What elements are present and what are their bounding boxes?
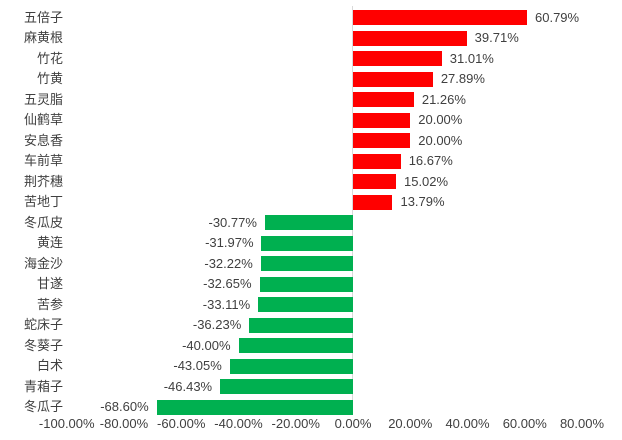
bar-negative [261, 235, 353, 251]
category-label: 冬瓜皮 [23, 214, 63, 230]
x-axis-tick-label: -100.00% [38, 416, 95, 431]
value-label: -46.43% [163, 378, 213, 394]
value-label: -36.23% [192, 317, 242, 332]
value-label: 31.01% [449, 50, 494, 66]
value-label: -30.77% [208, 214, 257, 230]
x-axis-tick-label: 80.00% [559, 416, 605, 431]
bar-negative [259, 276, 353, 292]
value-label: 15.02% [403, 173, 449, 189]
category-label: 黄连 [36, 235, 63, 250]
x-axis-tick-label: -60.00% [157, 416, 206, 431]
category-label: 麻黄根 [23, 30, 63, 45]
bar-negative [249, 317, 353, 333]
category-label: 冬葵子 [23, 337, 63, 353]
category-label: 仙鹤草 [23, 112, 63, 127]
bar-positive [353, 153, 401, 169]
category-label: 竹花 [36, 50, 63, 66]
category-label: 白术 [36, 358, 63, 373]
category-label: 蛇床子 [23, 317, 63, 332]
value-label: -43.05% [173, 358, 222, 373]
bar-negative [264, 215, 353, 230]
x-axis-tick-label: -20.00% [271, 416, 320, 431]
x-axis-tick-label: -40.00% [214, 416, 263, 431]
category-label: 冬瓜子 [23, 399, 63, 414]
category-label: 海金沙 [23, 255, 63, 271]
bar-negative [260, 256, 353, 271]
zero-axis-line [352, 6, 353, 414]
category-label: 竹黄 [36, 71, 63, 86]
value-label: 20.00% [418, 112, 463, 127]
value-label: -31.97% [205, 235, 254, 250]
x-axis-tick-label: 60.00% [502, 416, 547, 431]
value-label: 60.79% [535, 9, 580, 25]
bar-negative [156, 399, 353, 415]
bar-positive [353, 133, 411, 148]
value-label: 13.79% [400, 194, 445, 209]
bar-positive [353, 51, 442, 66]
x-axis-tick-label: 0.00% [334, 416, 372, 431]
value-label: -32.22% [204, 255, 253, 271]
bar-positive [353, 194, 393, 210]
value-label: 27.89% [440, 71, 485, 86]
bar-positive [353, 174, 396, 189]
x-axis-tick-label: 20.00% [388, 416, 433, 431]
category-label: 苦参 [36, 296, 63, 312]
bar-negative [238, 338, 353, 353]
category-label: 车前草 [23, 153, 63, 168]
bar-positive [353, 112, 411, 128]
category-label: 甘遂 [36, 276, 63, 291]
category-label: 青葙子 [23, 378, 63, 394]
bar-negative [258, 297, 353, 312]
value-label: 21.26% [421, 91, 466, 107]
bar-positive [353, 71, 433, 87]
category-label: 五灵脂 [23, 91, 63, 107]
category-label: 苦地丁 [23, 194, 63, 209]
bar-positive [353, 92, 414, 107]
value-label: 16.67% [408, 153, 453, 168]
value-label: -40.00% [182, 337, 231, 353]
category-label: 荆芥穗 [23, 173, 63, 189]
value-label: -33.11% [202, 296, 251, 312]
x-axis-tick-label: 40.00% [445, 416, 490, 431]
value-label: -68.60% [100, 399, 149, 414]
category-label: 安息香 [23, 132, 63, 148]
bar-positive [353, 10, 527, 25]
x-axis-tick-label: -80.00% [99, 416, 149, 431]
bar-positive [353, 30, 467, 46]
value-label: 20.00% [418, 132, 463, 148]
bar-negative [220, 379, 353, 394]
value-label: -32.65% [203, 276, 252, 291]
value-label: 39.71% [474, 30, 519, 45]
category-label: 五倍子 [23, 9, 63, 25]
bar-negative [229, 358, 353, 374]
